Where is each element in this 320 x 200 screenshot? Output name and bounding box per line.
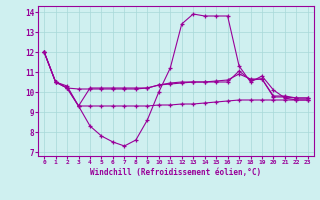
X-axis label: Windchill (Refroidissement éolien,°C): Windchill (Refroidissement éolien,°C) [91, 168, 261, 177]
